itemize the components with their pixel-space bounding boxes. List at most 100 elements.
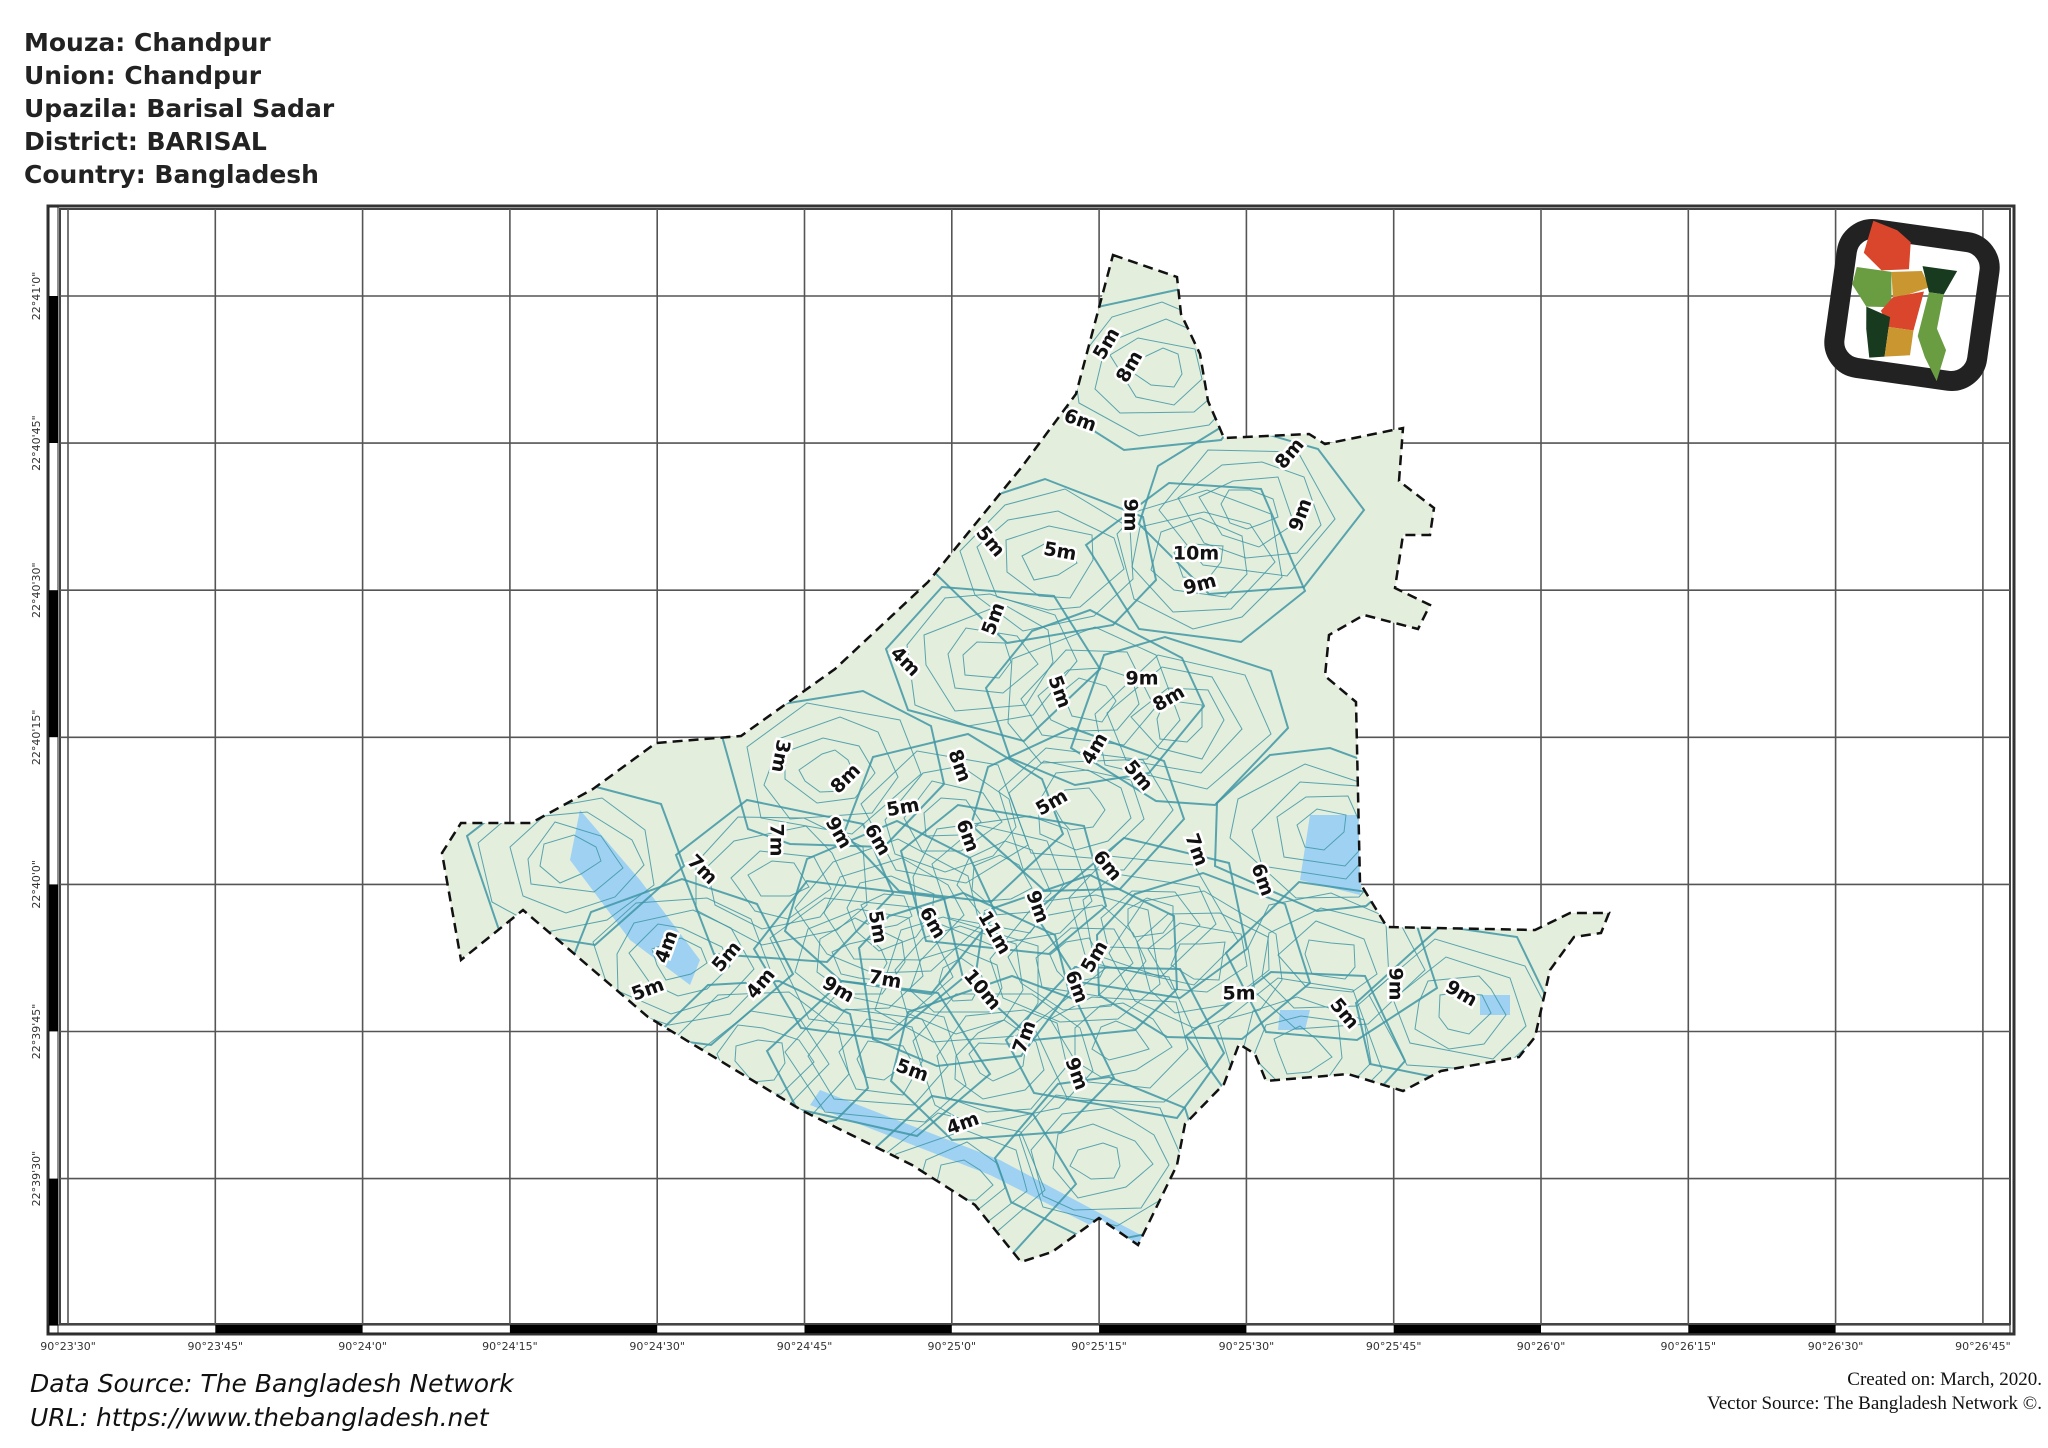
contour-line xyxy=(1147,922,1248,993)
longitude-tick: 90°23'30" xyxy=(40,1340,96,1353)
contour-line xyxy=(936,1009,1068,1113)
contour-line xyxy=(1170,941,1226,981)
contour-line xyxy=(1030,1107,1170,1211)
contour-line xyxy=(1032,966,1209,1103)
contour-line xyxy=(860,750,1029,884)
contour-line xyxy=(1084,481,1307,644)
contour-line xyxy=(784,993,967,1123)
url-text: URL: https://www.thebangladesh.net xyxy=(30,1403,490,1432)
contour-line xyxy=(884,585,1102,743)
contour-line xyxy=(747,860,810,897)
contour-line xyxy=(909,947,1003,1013)
contour-line xyxy=(1220,489,1279,530)
created-date-text: Created on: March, 2020. xyxy=(1847,1369,2042,1390)
upazila-label: Upazila: Barisal Sadar xyxy=(24,94,335,123)
contour-line xyxy=(1277,920,1378,993)
longitude-tick: 90°25'15" xyxy=(1071,1340,1127,1353)
contour-line xyxy=(976,510,1125,611)
longitude-tick: 90°25'45" xyxy=(1366,1340,1422,1353)
contour-line xyxy=(1109,337,1203,406)
contour-label: 7m xyxy=(766,823,788,856)
contour-line xyxy=(912,815,1093,946)
contour-line xyxy=(765,979,992,1138)
longitude-tick-labels: 90°23'30" 90°23'45" 90°24'0" 90°24'15" 90°24… xyxy=(40,1340,2010,1353)
contour-line xyxy=(842,732,1065,904)
latitude-tick: 22°40'0" xyxy=(30,860,43,909)
contour-line xyxy=(906,593,1078,727)
contour-line xyxy=(1127,897,1174,938)
longitude-tick: 90°25'30" xyxy=(1219,1340,1275,1353)
contour-line xyxy=(846,875,935,952)
contour-label: 5m xyxy=(1222,983,1255,1005)
contour-line xyxy=(1032,836,1249,1000)
contour-line xyxy=(1130,687,1225,760)
latitude-tick: 22°40'45" xyxy=(30,415,43,471)
contour-line xyxy=(1021,542,1078,581)
contour-line xyxy=(1037,667,1140,732)
longitude-tick: 90°25'0" xyxy=(928,1340,977,1353)
longitude-tick: 90°26'0" xyxy=(1517,1340,1566,1353)
contour-line xyxy=(1137,421,1366,596)
contour-line xyxy=(1198,476,1295,548)
contour-line xyxy=(539,834,602,884)
longitude-tick: 90°26'30" xyxy=(1808,1340,1864,1353)
contour-line xyxy=(1108,890,1283,1029)
contour-line xyxy=(838,1018,924,1096)
contour-line xyxy=(746,702,922,835)
contour-line xyxy=(1173,543,1224,581)
country-label: Country: Bangladesh xyxy=(24,160,319,189)
contour-line xyxy=(628,923,731,997)
contour-line xyxy=(568,877,795,1047)
contour-line xyxy=(1296,808,1347,851)
contour-label: 9m xyxy=(1125,668,1158,690)
contour-line xyxy=(1020,649,1156,746)
contour-label: 9m xyxy=(1120,498,1142,531)
contour-line xyxy=(1158,449,1336,577)
longitude-tick: 90°26'45" xyxy=(1955,1340,2011,1353)
contour-line xyxy=(969,726,1186,893)
contour-line xyxy=(794,908,924,1011)
latitude-tick: 22°39'45" xyxy=(30,1004,43,1060)
contour-line xyxy=(899,803,1108,956)
contour-line xyxy=(1150,517,1248,598)
contour-line xyxy=(1276,795,1369,867)
bangladesh-map-logo xyxy=(1824,219,2000,391)
contour-line xyxy=(769,897,954,1031)
mouza-boundary xyxy=(440,253,1611,1264)
latitude-tick: 22°41'0" xyxy=(30,272,43,321)
contour-line xyxy=(1091,1020,1150,1061)
contour-line xyxy=(695,816,868,946)
contour-line xyxy=(1106,666,1243,774)
contour-line xyxy=(1304,939,1356,980)
contour-line xyxy=(831,938,888,981)
contour-line xyxy=(889,974,1116,1142)
contour-line xyxy=(798,749,855,793)
contour-line xyxy=(1177,461,1322,559)
contour-line xyxy=(894,925,1024,1035)
location-info: Mouza: Chandpur Union: Chandpur Upazila:… xyxy=(24,28,335,189)
contour-line xyxy=(509,811,645,914)
contour-line xyxy=(1247,892,1426,1030)
contour-line xyxy=(956,840,1052,917)
latitude-tick-labels: 22°41'0" 22°40'45" 22°40'30" 22°40'15" 22°40… xyxy=(30,272,43,1207)
mouza-label: Mouza: Chandpur xyxy=(24,28,271,57)
contour-line xyxy=(1069,635,1290,807)
contour-line xyxy=(884,765,1017,873)
contour-line xyxy=(651,937,708,981)
contour-line xyxy=(1049,996,1189,1089)
contour-line xyxy=(1131,347,1183,388)
longitude-tick: 90°24'0" xyxy=(338,1340,387,1353)
contour-line xyxy=(923,797,982,837)
contour-line xyxy=(592,897,772,1026)
contour-line xyxy=(998,747,1174,871)
vector-source-text: Vector Source: The Bangladesh Network ©. xyxy=(1707,1393,2042,1414)
contour-line xyxy=(857,891,1071,1068)
contour-line xyxy=(1018,1094,1193,1227)
water-body xyxy=(1278,1010,1310,1030)
contour-line xyxy=(1156,699,1203,743)
contour-line xyxy=(972,873,1179,1042)
contour-line xyxy=(706,825,847,930)
contour-line xyxy=(989,894,1161,1023)
longitude-tick: 90°24'15" xyxy=(482,1340,538,1353)
